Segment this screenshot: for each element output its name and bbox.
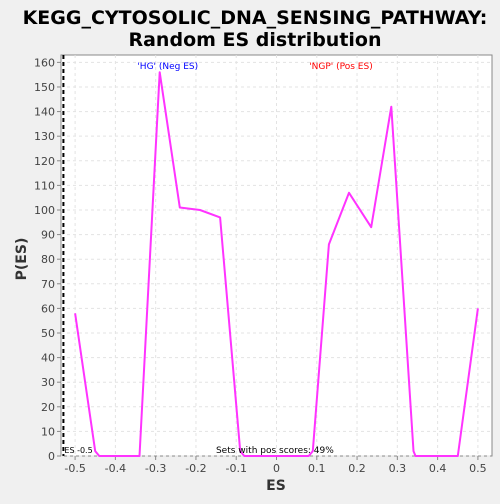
y-tick-label: 20 xyxy=(41,401,55,414)
x-tick-label: 0.2 xyxy=(348,462,366,475)
pos-scores-footer: Sets with pos scores: 49% xyxy=(216,446,334,456)
x-tick-label: 0.4 xyxy=(429,462,447,475)
y-tick-label: 80 xyxy=(41,253,55,266)
y-tick-label: 130 xyxy=(34,130,55,143)
chart-title-line2: Random ES distribution xyxy=(128,29,381,51)
y-tick-label: 100 xyxy=(34,204,55,217)
y-tick-label: 40 xyxy=(41,352,55,365)
x-tick-label: 0.1 xyxy=(308,462,326,475)
y-tick-label: 30 xyxy=(41,376,55,389)
y-tick-label: 70 xyxy=(41,278,55,291)
y-tick-label: 50 xyxy=(41,327,55,340)
y-tick-label: 160 xyxy=(34,56,55,69)
x-tick-label: -0.1 xyxy=(225,462,246,475)
x-tick-label: 0.3 xyxy=(389,462,407,475)
x-tick-label: -0.2 xyxy=(185,462,206,475)
y-tick-label: 140 xyxy=(34,106,55,119)
distribution-line xyxy=(74,71,479,457)
x-tick-label: -0.5 xyxy=(64,462,85,475)
chart-title-line1: KEGG_CYTOSOLIC_DNA_SENSING_PATHWAY: xyxy=(23,7,488,29)
y-tick-label: 10 xyxy=(41,425,55,438)
x-tick-label: -0.3 xyxy=(145,462,166,475)
y-tick-label: 150 xyxy=(34,81,55,94)
axes: -0.5 -0.4 -0.3 -0.2 -0.1 0 0.1 0.2 0.3 0.4 0.5 0 10 2… xyxy=(34,56,487,475)
y-tick-label: 60 xyxy=(41,302,55,315)
vline-label: ES -0.5 xyxy=(64,446,92,455)
neg-es-label: 'HG' (Neg ES) xyxy=(137,62,198,72)
data-layer xyxy=(62,55,479,457)
x-axis-label: ES xyxy=(266,478,286,494)
y-tick-label: 0 xyxy=(48,450,55,463)
grid xyxy=(61,55,492,457)
pos-es-label: 'NGP' (Pos ES) xyxy=(309,62,373,72)
y-tick-label: 110 xyxy=(34,179,55,192)
y-tick-label: 120 xyxy=(34,155,55,168)
x-tick-label: 0 xyxy=(273,462,280,475)
x-tick-label: -0.4 xyxy=(105,462,126,475)
x-tick-label: 0.5 xyxy=(469,462,487,475)
y-tick-label: 90 xyxy=(41,229,55,242)
y-axis-label: P(ES) xyxy=(14,238,30,281)
